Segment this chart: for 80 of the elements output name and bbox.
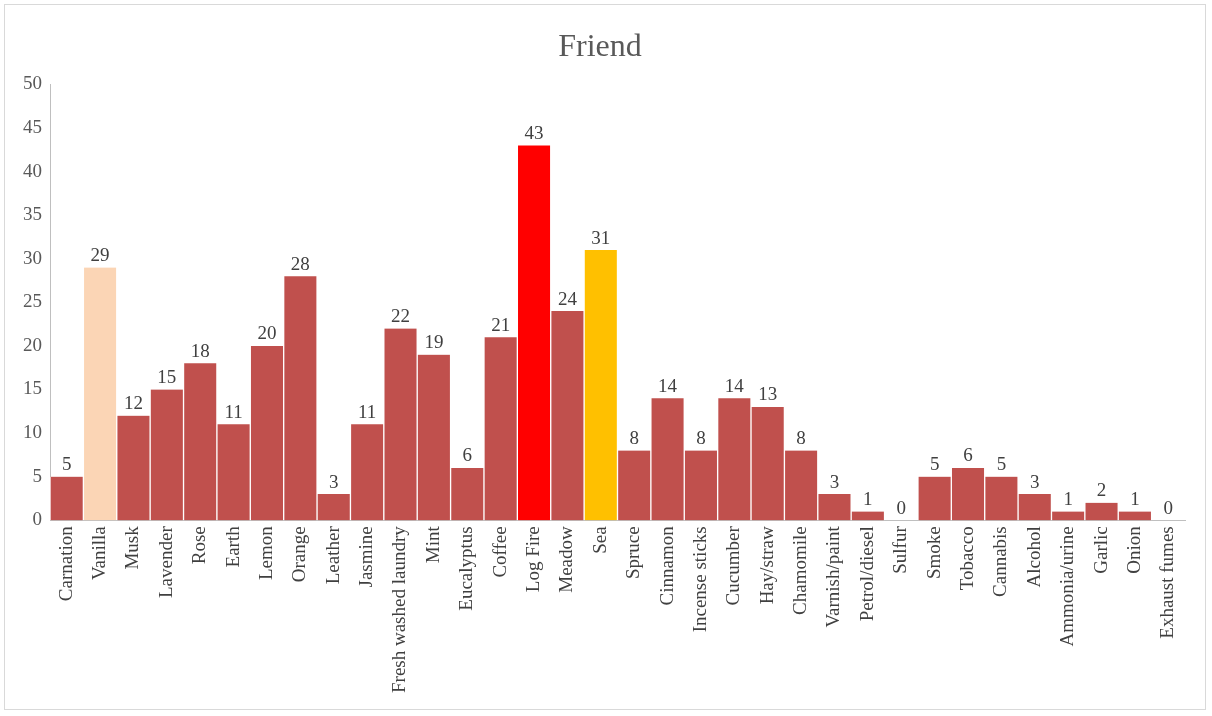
data-label: 0	[1163, 496, 1174, 518]
data-label: 3	[829, 470, 840, 492]
data-label: 15	[157, 365, 177, 387]
x-tick-label: Exhaust fumes	[1156, 526, 1178, 639]
x-tick-label: Cannabis	[989, 526, 1011, 597]
data-label: 28	[290, 252, 310, 274]
x-tick-label: Orange	[288, 526, 310, 583]
x-tick-label: Jasmine	[355, 526, 377, 588]
data-label: 11	[224, 400, 243, 422]
data-label: 1	[1063, 488, 1073, 510]
x-tick-label: Eucalyptus	[455, 526, 477, 611]
x-tick-label: Hay/straw	[755, 525, 777, 605]
y-tick-label: 50	[23, 72, 42, 94]
data-label: 6	[963, 444, 973, 466]
data-label: 13	[758, 383, 778, 405]
data-label: 14	[658, 374, 678, 396]
data-label: 14	[724, 374, 745, 396]
x-tick-label: Fresh washed laundry	[388, 525, 410, 694]
data-label: 21	[491, 313, 511, 335]
y-tick-label: 30	[23, 246, 42, 268]
x-tick-label: Alcohol	[1022, 526, 1044, 588]
x-tick-label: Ammonia/urine	[1056, 526, 1078, 647]
x-tick-label: Rose	[188, 526, 210, 565]
x-tick-label: Lemon	[254, 525, 276, 581]
data-label: 6	[462, 444, 473, 466]
y-tick-label: 40	[23, 159, 42, 181]
data-label: 3	[1030, 470, 1040, 492]
data-label: 8	[796, 427, 806, 449]
y-tick-label: 45	[23, 115, 42, 137]
y-tick-label: 20	[23, 333, 42, 355]
x-tick-label: Sea	[588, 525, 610, 554]
y-tick-label: 10	[23, 421, 42, 443]
data-label: 5	[61, 453, 72, 475]
y-tick-label: 25	[23, 290, 42, 312]
x-tick-label: Petrol/diesel	[855, 526, 877, 622]
data-label: 22	[391, 304, 411, 326]
x-tick-label: Incense sticks	[688, 526, 710, 633]
data-label: 3	[329, 470, 339, 492]
data-label: 12	[123, 392, 143, 414]
x-tick-label: Tobacco	[956, 526, 977, 591]
x-tick-label: Carnation	[54, 525, 76, 602]
x-tick-label: Garlic	[1089, 526, 1111, 574]
data-label: 31	[591, 226, 611, 248]
x-tick-label: Chamomile	[789, 526, 811, 615]
data-label: 24	[557, 287, 578, 309]
x-tick-label: Mint	[421, 525, 443, 564]
y-tick-label: 35	[23, 203, 42, 225]
data-label: 11	[357, 400, 377, 422]
data-label: 2	[1096, 479, 1107, 501]
data-label: 8	[629, 427, 639, 449]
x-tick-label: Smoke	[922, 526, 944, 580]
x-tick-label: Lavender	[154, 525, 176, 598]
data-label: 0	[896, 496, 906, 518]
x-tick-label: Vanilla	[88, 525, 110, 581]
data-label: 43	[524, 121, 544, 143]
data-label: 18	[190, 339, 210, 361]
x-tick-label: Onion	[1122, 525, 1144, 574]
y-tick-label: 5	[32, 464, 42, 486]
x-tick-label: Meadow	[555, 525, 577, 593]
data-label: 19	[424, 331, 444, 353]
x-tick-label: Coffee	[488, 526, 510, 578]
data-label: 1	[1130, 488, 1140, 510]
x-tick-label: Musk	[121, 525, 143, 570]
data-label: 20	[257, 322, 277, 344]
x-tick-label: Leather	[321, 525, 343, 585]
x-tick-label: Log Fire	[522, 526, 544, 593]
data-label: 29	[90, 243, 110, 265]
data-label: 8	[696, 427, 706, 449]
data-label: 5	[996, 453, 1007, 475]
chart-title: Friend	[558, 26, 642, 63]
x-tick-label: Earth	[221, 525, 243, 568]
x-tick-label: Cinnamon	[655, 525, 677, 606]
x-tick-label: Varnish/paint	[822, 525, 844, 628]
x-tick-label: Spruce	[622, 526, 644, 580]
y-tick-label: 15	[23, 377, 42, 399]
x-tick-label: Cucumber	[722, 525, 744, 606]
data-label: 5	[929, 453, 940, 475]
y-tick-label: 0	[32, 508, 42, 530]
data-label: 1	[863, 488, 873, 510]
x-tick-label: Sulfur	[889, 525, 911, 574]
